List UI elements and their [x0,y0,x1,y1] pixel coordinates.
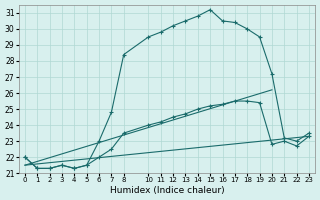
X-axis label: Humidex (Indice chaleur): Humidex (Indice chaleur) [110,186,224,195]
